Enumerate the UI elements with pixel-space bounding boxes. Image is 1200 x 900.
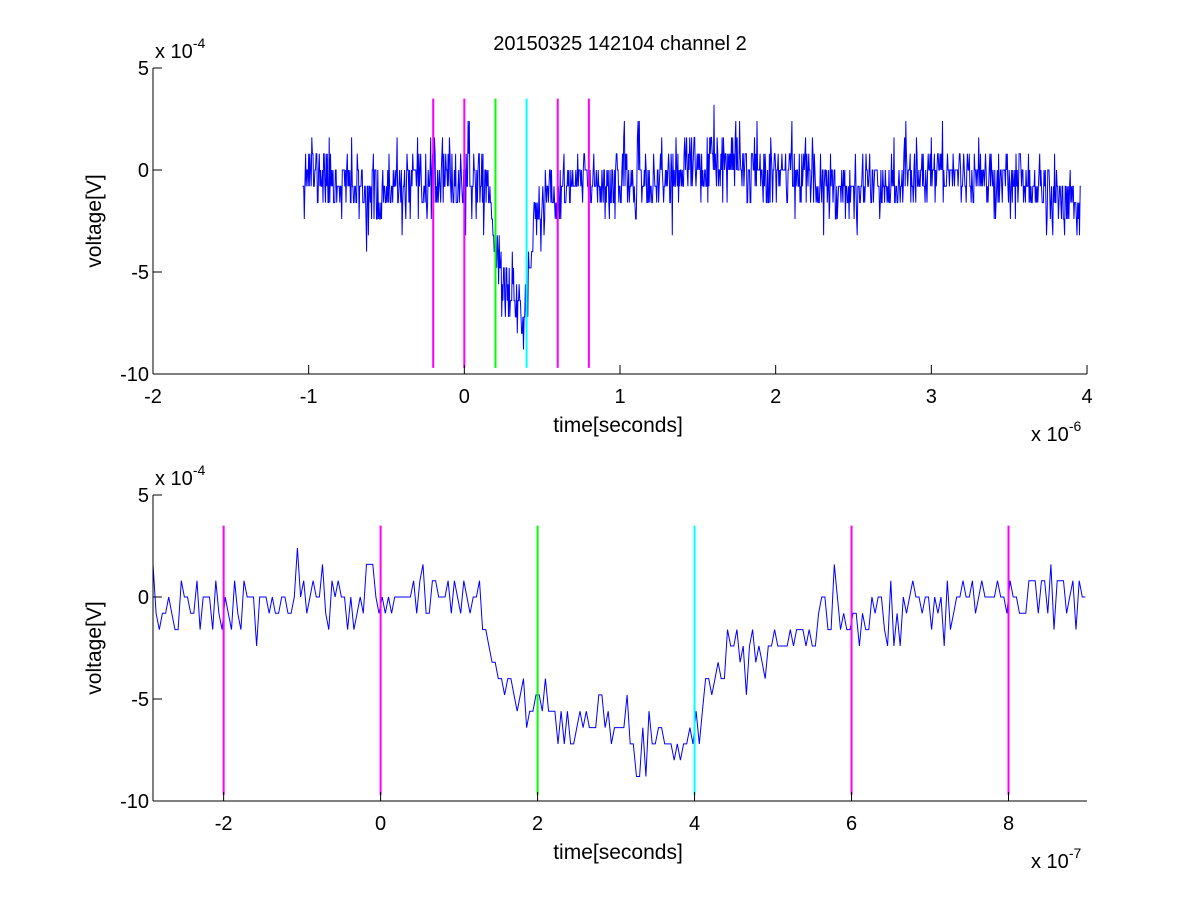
bottom-x-tick-label: 2 — [532, 813, 543, 835]
bottom-x-tick-label: 6 — [846, 813, 857, 835]
bottom-x-axis-label: time[seconds] — [553, 841, 683, 864]
bottom-y-tick-label: -5 — [131, 689, 149, 711]
top-x-axis-label: time[seconds] — [553, 414, 683, 437]
figure-title: 20150325 142104 channel 2 — [493, 33, 747, 55]
bottom-x-tick-label: -2 — [215, 813, 233, 835]
bottom-y-axis-label: voltage[V] — [83, 601, 106, 694]
top-x-tick-label: 3 — [926, 386, 937, 408]
top-y-tick-label: 0 — [138, 160, 149, 182]
top-y-tick-label: -10 — [120, 364, 149, 386]
bottom-y-tick-label: 5 — [138, 485, 149, 507]
top-y-tick-label: -5 — [131, 262, 149, 284]
top-series-0-line — [302, 104, 1081, 350]
bottom-y-tick-label: 0 — [138, 587, 149, 609]
bottom-x-tick-label: 4 — [689, 813, 700, 835]
top-x-tick-label: 4 — [1081, 386, 1092, 408]
bottom-plot: -2 0 2 4 6 8 5 0 -5 -10 time[seconds] voltage[V] x 1… — [83, 462, 1087, 873]
top-x-exponent-label: x 10-6 — [1031, 418, 1081, 446]
top-x-tick-label: 2 — [770, 386, 781, 408]
top-x-tick-label: -2 — [144, 386, 162, 408]
bottom-series-0-line — [152, 547, 1086, 777]
top-y-axis-label: voltage[V] — [83, 174, 106, 267]
top-x-tick-label: -1 — [300, 386, 318, 408]
top-x-tick-label: 0 — [459, 386, 470, 408]
bottom-x-exponent-label: x 10-7 — [1031, 845, 1081, 873]
bottom-y-exponent-label: x 10-4 — [155, 462, 205, 490]
bottom-x-tick-label: 0 — [375, 813, 386, 835]
top-y-tick-label: 5 — [138, 58, 149, 80]
bottom-x-tick-label: 8 — [1003, 813, 1014, 835]
top-x-tick-label: 1 — [614, 386, 625, 408]
bottom-y-tick-label: -10 — [120, 791, 149, 813]
top-y-exponent-label: x 10-4 — [155, 35, 205, 63]
top-plot: -2 -1 0 1 2 3 450-5-10time[seconds]voltage[V]x… — [83, 35, 1093, 446]
